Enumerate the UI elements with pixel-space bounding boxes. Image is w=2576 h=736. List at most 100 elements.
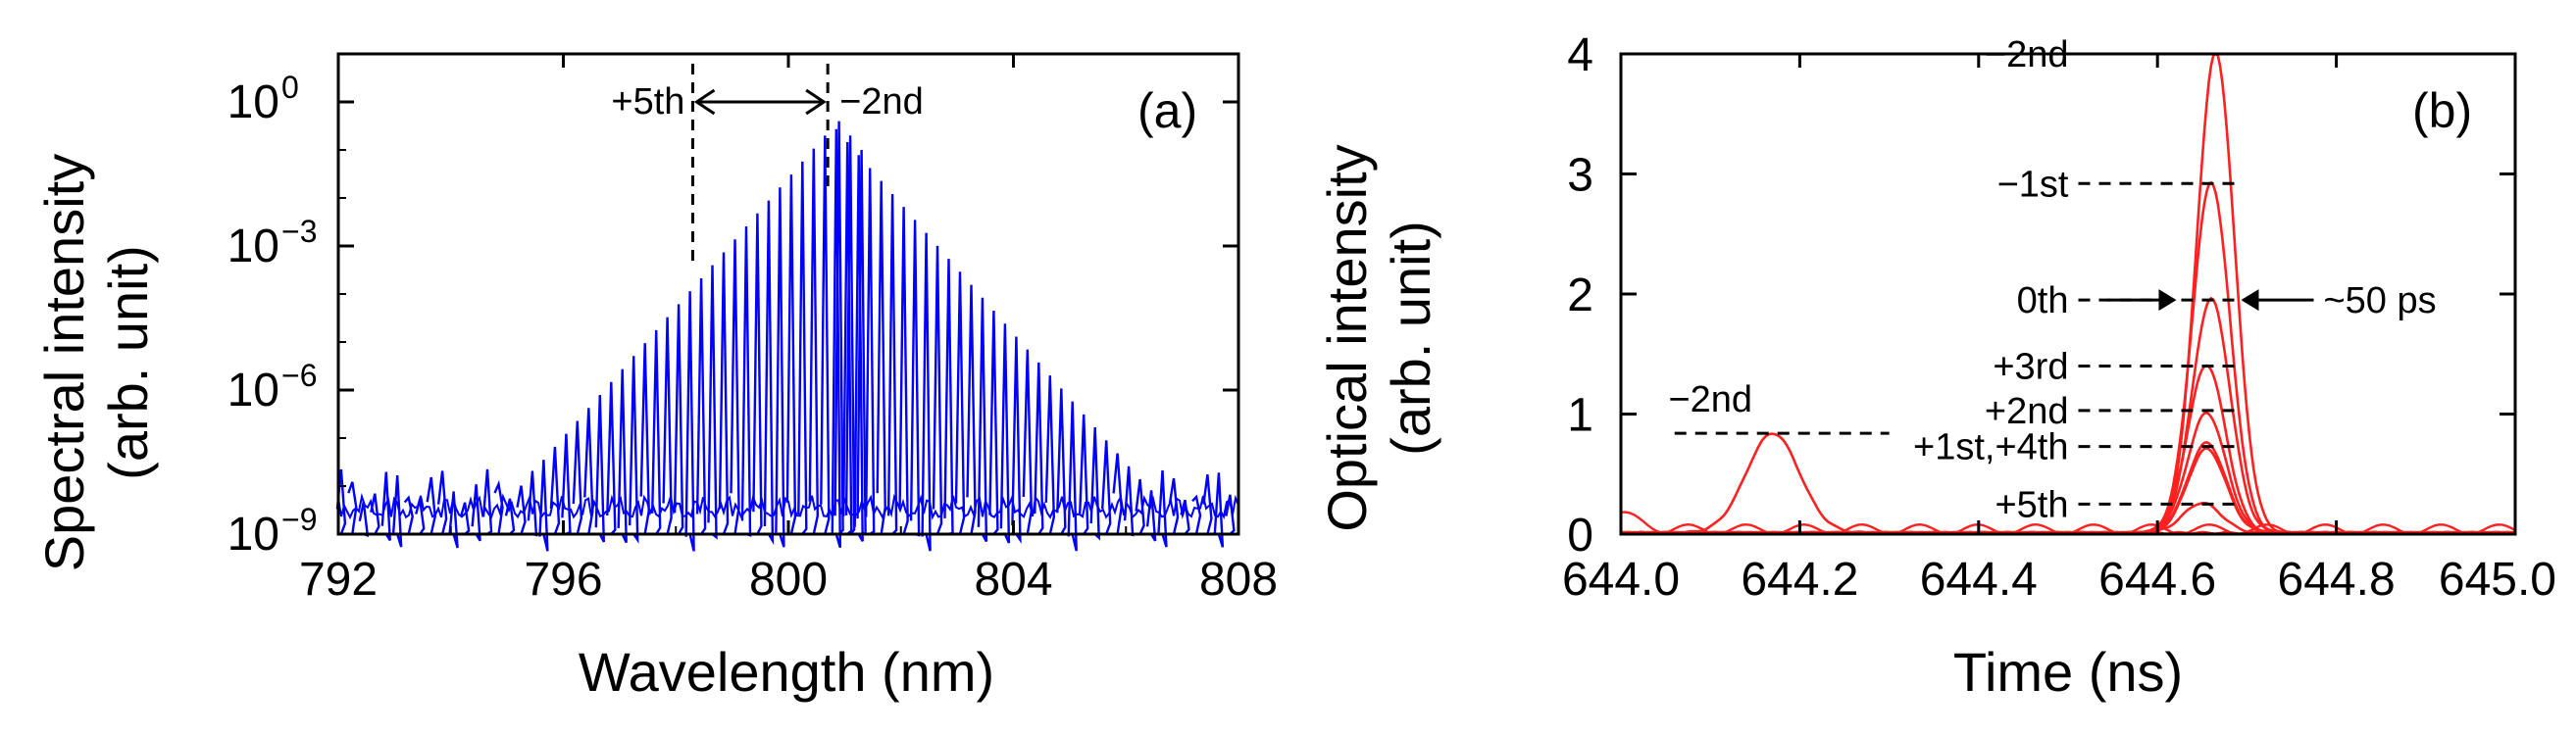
panel-a-spectrum-series: [335, 121, 1239, 552]
spectral-line: [820, 135, 831, 535]
spectral-line: [833, 121, 844, 535]
y-tick-label: 3: [1567, 150, 1593, 202]
width-arrowhead-right: [2241, 289, 2259, 312]
spectral-line: [617, 368, 628, 544]
spectral-line: [436, 470, 448, 535]
spectral-line: [380, 471, 391, 542]
spectral-line: [1089, 427, 1101, 541]
spectral-line: [1123, 466, 1135, 537]
panel-a-marker-left-label: +5th: [611, 81, 684, 123]
spectral-line: [549, 446, 561, 535]
spectral-line: [763, 200, 775, 546]
panel-b-y-ticks: 0 1 2 3 4: [1567, 29, 2515, 562]
spectral-line: [1022, 349, 1034, 535]
y-tick-exponent: −6: [281, 358, 317, 393]
panel-a-y-title: Spectral intensity (arb. unit): [33, 154, 159, 571]
spectral-line: [459, 502, 471, 535]
spectral-line: [1011, 336, 1022, 544]
spectral-line: [1101, 440, 1112, 535]
spectral-line: [730, 239, 740, 535]
panel-a-x-ticks: 792 796 800 804 808: [299, 54, 1278, 606]
spectral-line: [842, 141, 853, 535]
x-tick-label: 645.0: [2439, 554, 2556, 606]
spectral-line: [471, 484, 481, 542]
spectral-line: [808, 148, 820, 535]
spectral-line: [1067, 401, 1078, 552]
y-tick-label: 1: [1567, 390, 1593, 442]
panel-a-arrowhead-left: [693, 88, 716, 116]
spectral-line: [954, 271, 966, 535]
panel-a-marker-right-label: −2nd: [839, 81, 924, 123]
spectral-line: [909, 220, 921, 537]
spectral-line: [898, 207, 909, 535]
spectral-line: [966, 284, 977, 535]
x-tick-label: 644.4: [1920, 554, 2038, 606]
panel-a-y-title-line2: (arb. unit): [97, 245, 159, 480]
spectral-line: [1056, 388, 1067, 535]
spectral-line: [921, 232, 932, 552]
x-tick-label: 808: [1199, 554, 1278, 606]
spectral-line: [1213, 472, 1225, 548]
panel-b: Optical intensity (arb. unit) 644.0 644.2…: [1316, 29, 2556, 703]
spectral-line: [629, 356, 639, 544]
spectral-line: [639, 343, 650, 535]
level-label: +1st,+4th: [1913, 427, 2068, 468]
spectral-line: [1202, 474, 1213, 535]
spectral-line: [707, 265, 718, 540]
spectral-line: [538, 460, 549, 552]
level-label: +5th: [1995, 484, 2068, 525]
spectral-line: [583, 408, 594, 535]
panel-b-x-title: Time (ns): [1953, 641, 2183, 703]
panel-a-label: (a): [1137, 83, 1197, 138]
panel-a-y-title-line1: Spectral intensity: [33, 154, 95, 571]
panel-b-annotations: −2nd −1st 0th +3rd+2nd+1st,+4th +5th ~50 ps −2…: [1668, 34, 2436, 525]
spectral-line: [1145, 490, 1157, 542]
x-tick-label: 644.8: [2278, 554, 2396, 606]
spectral-line: [1044, 375, 1056, 535]
level-label: −2nd: [1985, 34, 2069, 75]
early-peak-label: −2nd: [1668, 379, 1752, 420]
level-label: −1st: [1997, 164, 2069, 205]
spectral-line: [1157, 469, 1168, 548]
spectral-line: [695, 277, 707, 535]
spectral-line: [932, 245, 943, 535]
x-tick-label: 800: [749, 554, 828, 606]
width-label: ~50 ps: [2323, 280, 2436, 321]
level-label: +2nd: [1985, 391, 2069, 432]
spectral-line: [886, 193, 898, 535]
spectral-line: [684, 291, 695, 552]
spectral-line: [481, 468, 493, 535]
spectral-line: [785, 174, 797, 535]
spectral-line: [370, 493, 380, 535]
panel-b-label: (b): [2412, 83, 2472, 138]
spectral-line: [1034, 362, 1044, 535]
spectral-line: [493, 479, 504, 535]
y-tick-exponent: −3: [281, 214, 317, 249]
spectral-line: [1079, 414, 1089, 535]
width-arrowhead-left: [2158, 289, 2177, 312]
x-tick-label: 804: [974, 554, 1052, 606]
spectral-line: [988, 310, 999, 535]
spectral-line: [943, 259, 954, 536]
spectral-line: [594, 394, 605, 543]
panel-b-plot-area: 644.0 644.2 644.4 644.6 644.8 645.0 0 1 2 3 4 −2n…: [1562, 29, 2556, 606]
spectral-line: [853, 155, 864, 542]
spectral-line: [775, 187, 785, 548]
level-label: 0th: [2017, 280, 2069, 321]
panel-b-y-title: Optical intensity (arb. unit): [1316, 144, 1441, 531]
spectral-line: [831, 128, 841, 549]
spectral-line: [673, 304, 684, 535]
y-tick-label: 4: [1567, 29, 1593, 81]
spectral-line: [606, 381, 617, 535]
y-tick-label: 2: [1567, 270, 1593, 321]
y-tick-exponent: 0: [281, 70, 299, 105]
spectral-line: [865, 168, 876, 535]
spectral-line: [662, 317, 673, 535]
panel-a-arrowhead-right: [805, 88, 827, 116]
spectral-line: [752, 213, 763, 535]
spectral-line: [844, 135, 856, 535]
spectral-line: [651, 329, 662, 535]
